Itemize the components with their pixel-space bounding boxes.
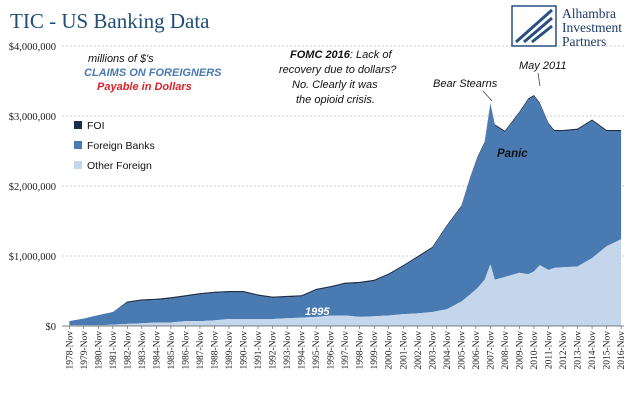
- bear-stearns-arrow: [482, 90, 493, 102]
- y-tick-label: $1,000,000: [9, 252, 56, 263]
- x-tick-label: 2015-Nov: [603, 331, 613, 370]
- legend-label: Foreign Banks: [87, 140, 155, 152]
- x-tick-label: 1982-Nov: [123, 331, 133, 370]
- x-axis-ticks: 1978-Nov 1979-Nov 1980-Nov 1981-Nov 1982-Nov…: [65, 326, 627, 370]
- x-tick-label: 1996-Nov: [327, 331, 337, 370]
- x-tick-label: 1989-Nov: [225, 331, 235, 370]
- x-tick-label: 2006-Nov: [472, 331, 482, 370]
- panic-label: Panic: [497, 148, 528, 160]
- logo-stroke: [523, 16, 553, 44]
- x-tick-label: 2001-Nov: [399, 331, 409, 370]
- x-tick-label: 2002-Nov: [414, 331, 424, 370]
- fomc-note-line-3: No. Clearly it was: [292, 79, 378, 91]
- logo-stroke: [515, 8, 553, 44]
- logo-line-2: Investment: [562, 20, 622, 35]
- x-tick-label: 1987-Nov: [196, 331, 206, 370]
- x-tick-label: 2016-Nov: [617, 331, 627, 370]
- x-tick-label: 2010-Nov: [530, 331, 540, 370]
- year-1995-label: 1995: [305, 306, 330, 318]
- x-tick-label: 2000-Nov: [385, 331, 395, 370]
- y-tick-label: $2,000,000: [9, 182, 56, 193]
- legend-swatch: [74, 141, 82, 149]
- may-2011-label: May 2011: [519, 60, 567, 72]
- x-tick-label: 1979-Nov: [80, 331, 90, 370]
- series-area-foreign-banks: [69, 96, 622, 326]
- fomc-note-line-1: FOMC 2016: Lack of: [290, 49, 392, 61]
- chart-areas: [69, 95, 622, 326]
- x-tick-label: 1998-Nov: [356, 331, 366, 370]
- x-tick-label: 2014-Nov: [588, 331, 598, 370]
- x-tick-label: 1981-Nov: [109, 331, 119, 370]
- bear-stearns-label: Bear Stearns: [433, 78, 498, 90]
- x-tick-label: 2009-Nov: [515, 331, 525, 370]
- x-tick-label: 1999-Nov: [370, 331, 380, 370]
- y-tick-label: $4,000,000: [9, 42, 56, 53]
- x-tick-label: 1990-Nov: [240, 331, 250, 370]
- may-2011-arrow: [537, 72, 541, 87]
- legend-swatch: [74, 121, 82, 129]
- x-tick-label: 1997-Nov: [341, 331, 351, 370]
- x-tick-label: 1993-Nov: [283, 331, 293, 370]
- logo-line-3: Partners: [562, 34, 606, 49]
- legend: FOI Foreign Banks Other Foreign: [74, 120, 155, 172]
- legend-swatch: [74, 161, 82, 169]
- x-tick-label: 2003-Nov: [428, 331, 438, 370]
- x-tick-label: 2013-Nov: [574, 331, 584, 370]
- legend-label: FOI: [87, 120, 105, 132]
- series-area-other-foreign: [69, 239, 622, 326]
- x-tick-label: 1995-Nov: [312, 331, 322, 370]
- logo-line-1: Alhambra: [562, 6, 616, 21]
- fomc-note-line-4: the opioid crisis.: [296, 94, 375, 106]
- x-tick-label: 2008-Nov: [501, 331, 511, 370]
- y-axis-ticks: $0 $1,000,000 $2,000,000 $3,000,000 $4,000,0…: [9, 42, 56, 333]
- x-tick-label: 1988-Nov: [210, 331, 220, 370]
- x-tick-label: 1992-Nov: [269, 331, 279, 370]
- x-tick-label: 1986-Nov: [181, 331, 191, 370]
- fomc-note-line-2: recovery due to dollars?: [279, 64, 397, 76]
- x-tick-label: 2007-Nov: [486, 331, 496, 370]
- y-tick-label: $3,000,000: [9, 112, 56, 123]
- logo: Alhambra Investment Partners: [511, 5, 622, 49]
- x-tick-label: 2004-Nov: [443, 331, 453, 370]
- x-tick-label: 1991-Nov: [254, 331, 264, 370]
- claims-note: CLAIMS ON FOREIGNERS: [84, 67, 222, 79]
- chart-title: TIC - US Banking Data: [10, 9, 210, 33]
- legend-label: Other Foreign: [87, 160, 152, 172]
- payable-note: Payable in Dollars: [97, 81, 192, 93]
- x-tick-label: 1978-Nov: [65, 331, 75, 370]
- x-tick-label: 1984-Nov: [152, 331, 162, 370]
- x-tick-label: 1983-Nov: [138, 331, 148, 370]
- y-tick-label: $0: [46, 322, 57, 333]
- x-tick-label: 2005-Nov: [457, 331, 467, 370]
- x-tick-label: 1985-Nov: [167, 331, 177, 370]
- units-note: millions of $'s: [88, 53, 154, 65]
- logo-stroke: [531, 24, 553, 44]
- x-tick-label: 2011-Nov: [544, 331, 554, 369]
- x-tick-label: 1980-Nov: [94, 331, 104, 370]
- x-tick-label: 2012-Nov: [559, 331, 569, 370]
- x-tick-label: 1994-Nov: [298, 331, 308, 370]
